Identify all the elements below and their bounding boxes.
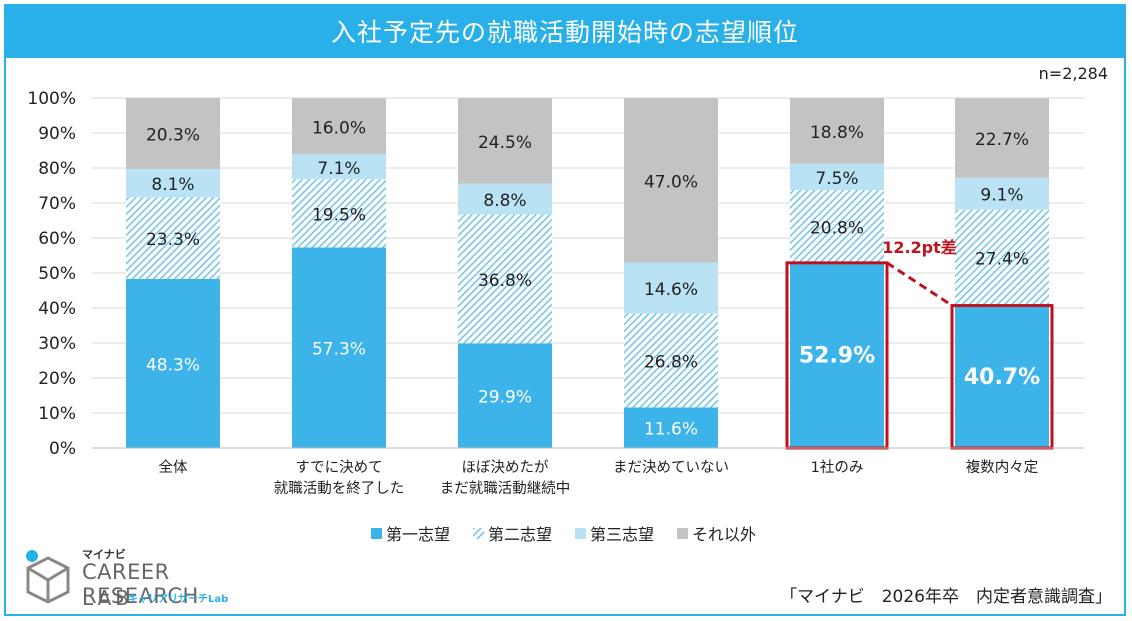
bar-segment-third xyxy=(126,169,220,198)
bar-segment-first xyxy=(458,343,552,448)
bar-segment-first xyxy=(955,305,1049,448)
data-label-third: 9.1% xyxy=(980,186,1023,206)
y-tick-label: 0% xyxy=(49,439,76,459)
logo-brand: マイナビ xyxy=(82,548,126,561)
difference-label: 12.2pt差 xyxy=(882,238,957,257)
bar-segment-first xyxy=(292,247,386,448)
y-tick-label: 90% xyxy=(38,124,76,144)
data-label-second: 23.3% xyxy=(146,230,200,250)
y-tick-label: 40% xyxy=(38,299,76,319)
x-category-label: まだ決めていない xyxy=(613,459,729,476)
bar-segment-other xyxy=(790,98,884,164)
data-label-other: 47.0% xyxy=(644,172,698,192)
data-label-other: 16.0% xyxy=(312,118,366,138)
y-tick-label: 100% xyxy=(27,89,76,109)
bar-segment-other xyxy=(955,98,1049,178)
y-tick-label: 60% xyxy=(38,229,76,249)
legend-label-first: 第一志望 xyxy=(386,525,451,544)
legend-swatch-third xyxy=(575,527,586,539)
bar-segment-third xyxy=(292,154,386,180)
legend-label-third: 第三志望 xyxy=(590,525,655,544)
logo-title: CAREER RESEARCH xyxy=(82,560,199,608)
bar-segment-second xyxy=(126,197,220,279)
bar-segment-second xyxy=(292,179,386,248)
bar-segment-other xyxy=(458,98,552,184)
data-label-first: 48.3% xyxy=(146,355,200,375)
data-label-third: 7.5% xyxy=(815,169,858,189)
data-label-third: 14.6% xyxy=(644,280,698,300)
y-tick-label: 10% xyxy=(38,404,76,424)
x-category-label: 複数内々定 xyxy=(966,459,1039,476)
bar-segment-first xyxy=(624,407,718,448)
bar-segment-third xyxy=(458,183,552,215)
bar-segment-other xyxy=(292,98,386,155)
career-research-lab-logo: マイナビ CAREER RESEARCH LAB キャリアリサーチLab xyxy=(20,546,260,610)
y-tick-label: 80% xyxy=(38,159,76,179)
x-category-label: まだ就職活動継続中 xyxy=(440,480,571,497)
bar-segment-second xyxy=(624,313,718,408)
data-label-first: 29.9% xyxy=(478,388,532,408)
data-label-other: 24.5% xyxy=(478,133,532,153)
data-label-second: 36.8% xyxy=(478,271,532,291)
x-category-label: 就職活動を終了した xyxy=(274,480,405,497)
legend-item-second: 第二志望 xyxy=(473,521,552,545)
data-label-second: 20.8% xyxy=(810,218,864,238)
logo-subtitle: キャリアリサーチLab xyxy=(128,594,229,605)
legend-swatch-other xyxy=(677,527,688,539)
bar-segment-second xyxy=(790,190,884,263)
chart-title: 入社予定先の就職活動開始時の志望順位 xyxy=(4,4,1126,58)
x-category-label: 1社のみ xyxy=(811,459,864,476)
y-tick-label: 70% xyxy=(38,194,76,214)
x-category-label: 全体 xyxy=(159,458,188,476)
bar-segment-third xyxy=(955,177,1049,210)
data-label-other: 18.8% xyxy=(810,123,864,143)
legend-item-other: それ以外 xyxy=(677,521,756,545)
bar-segment-first xyxy=(790,262,884,448)
y-tick-label: 30% xyxy=(38,334,76,354)
data-label-second: 26.8% xyxy=(644,353,698,373)
source-note: 「マイナビ 2026年卒 内定者意識調査」 xyxy=(780,587,1112,607)
y-tick-label: 50% xyxy=(38,264,76,284)
bar-segment-third xyxy=(624,262,718,314)
bar-segment-second xyxy=(955,209,1049,306)
bar-segment-first xyxy=(126,278,220,448)
legend-item-first: 第一志望 xyxy=(371,521,450,545)
bar-segment-other xyxy=(126,98,220,170)
x-category-label: すでに決めて xyxy=(295,459,382,476)
data-label-first: 11.6% xyxy=(644,420,698,440)
data-label-second: 27.4% xyxy=(975,250,1029,270)
data-label-first: 57.3% xyxy=(312,340,366,360)
data-label-first: 40.7% xyxy=(964,365,1040,390)
data-label-other: 20.3% xyxy=(146,126,200,146)
data-label-first: 52.9% xyxy=(799,343,875,368)
legend-label-other: それ以外 xyxy=(692,525,757,544)
bar-segment-second xyxy=(458,214,552,344)
sample-size-label: n=2,284 xyxy=(1038,64,1108,83)
data-label-second: 19.5% xyxy=(312,205,366,225)
y-tick-label: 20% xyxy=(38,369,76,389)
difference-connector xyxy=(886,261,953,307)
logo-cube-icon xyxy=(26,550,70,604)
data-label-third: 7.1% xyxy=(317,159,360,179)
data-label-other: 22.7% xyxy=(975,130,1029,150)
x-category-label: ほぼ決めたが xyxy=(462,459,549,476)
legend-swatch-second xyxy=(473,527,484,539)
data-label-third: 8.8% xyxy=(483,191,526,211)
logo-lab: LAB xyxy=(82,586,134,610)
legend-swatch-first xyxy=(371,527,382,539)
legend-label-second: 第二志望 xyxy=(488,525,553,544)
bar-segment-other xyxy=(624,98,718,263)
data-label-third: 8.1% xyxy=(151,175,194,195)
bar-segment-third xyxy=(790,163,884,191)
legend-item-third: 第三志望 xyxy=(575,521,654,545)
